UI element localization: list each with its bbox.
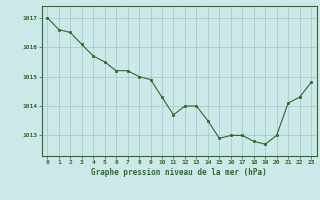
X-axis label: Graphe pression niveau de la mer (hPa): Graphe pression niveau de la mer (hPa): [91, 168, 267, 177]
